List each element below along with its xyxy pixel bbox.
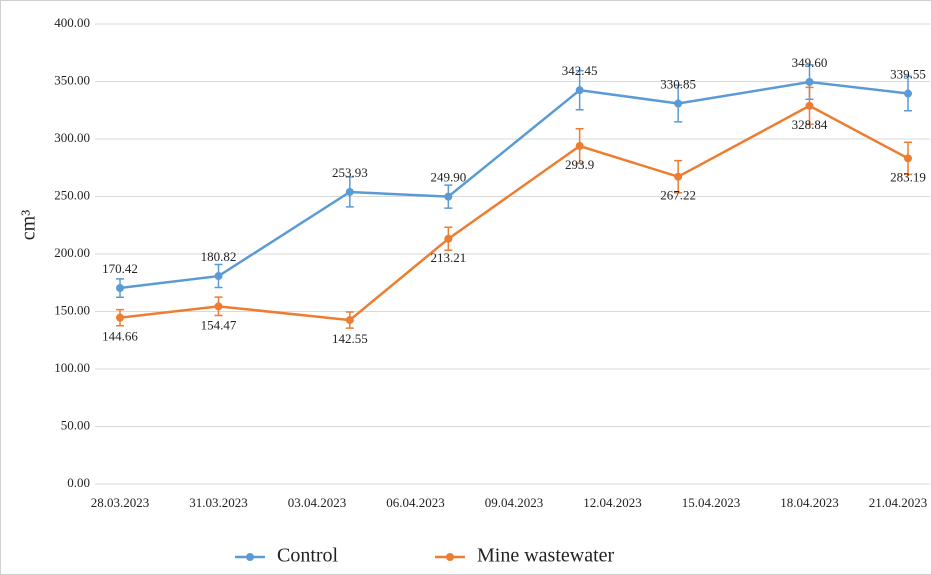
y-tick-label: 400.00 <box>54 15 90 30</box>
data-point <box>805 77 814 86</box>
data-label: 144.66 <box>102 329 138 344</box>
series-line <box>119 80 909 290</box>
y-tick-label: 0.00 <box>67 475 90 490</box>
y-tick-label: 50.00 <box>61 417 90 432</box>
data-label: 349.60 <box>792 55 828 70</box>
data-label: 342.45 <box>562 63 598 78</box>
y-tick-label: 150.00 <box>54 302 90 317</box>
y-axis-label: cm³ <box>18 210 40 240</box>
data-label: 253.93 <box>332 165 368 180</box>
x-tick-label: 06.04.2023 <box>386 495 445 510</box>
data-point <box>214 302 223 311</box>
y-tick-label: 300.00 <box>54 130 90 145</box>
y-tick-label: 250.00 <box>54 187 90 202</box>
data-point <box>674 99 683 108</box>
y-tick-label: 350.00 <box>54 72 90 87</box>
data-point <box>444 234 453 243</box>
data-point <box>444 192 453 201</box>
y-tick-label: 100.00 <box>54 360 90 375</box>
data-point <box>575 142 584 151</box>
data-point <box>904 89 912 98</box>
data-label: 293.9 <box>565 157 594 172</box>
data-point <box>674 172 683 181</box>
data-label: 249.90 <box>430 170 466 185</box>
legend-label: Control <box>277 545 339 567</box>
x-tick-label: 15.04.2023 <box>682 495 741 510</box>
data-point <box>904 154 912 163</box>
data-point <box>214 272 223 281</box>
data-point <box>575 86 584 95</box>
data-point <box>345 316 354 325</box>
legend-marker <box>246 553 254 561</box>
x-tick-label: 18.04.2023 <box>780 495 839 510</box>
data-label: 267.22 <box>660 188 696 203</box>
data-label: 330.85 <box>660 77 696 92</box>
data-label: 339.55 <box>890 67 926 82</box>
data-label: 142.55 <box>332 331 368 346</box>
y-tick-label: 200.00 <box>54 245 90 260</box>
data-label: 328.84 <box>792 117 828 132</box>
x-tick-label: 21.04.2023 <box>869 495 928 510</box>
x-tick-label: 28.03.2023 <box>91 495 150 510</box>
x-tick-label: 31.03.2023 <box>189 495 248 510</box>
x-tick-label: 09.04.2023 <box>485 495 544 510</box>
x-tick-label: 12.04.2023 <box>583 495 642 510</box>
data-label: 154.47 <box>201 317 237 332</box>
data-point <box>345 187 354 196</box>
legend-label: Mine wastewater <box>477 545 615 567</box>
data-point <box>116 284 124 293</box>
data-point <box>805 101 814 110</box>
x-tick-label: 03.04.2023 <box>288 495 347 510</box>
legend-marker <box>446 553 454 561</box>
data-point <box>116 313 124 322</box>
data-label: 283.19 <box>890 169 926 184</box>
data-label: 170.42 <box>102 261 138 276</box>
data-label: 180.82 <box>201 249 237 264</box>
series-line <box>119 104 909 322</box>
data-label: 213.21 <box>430 250 466 265</box>
